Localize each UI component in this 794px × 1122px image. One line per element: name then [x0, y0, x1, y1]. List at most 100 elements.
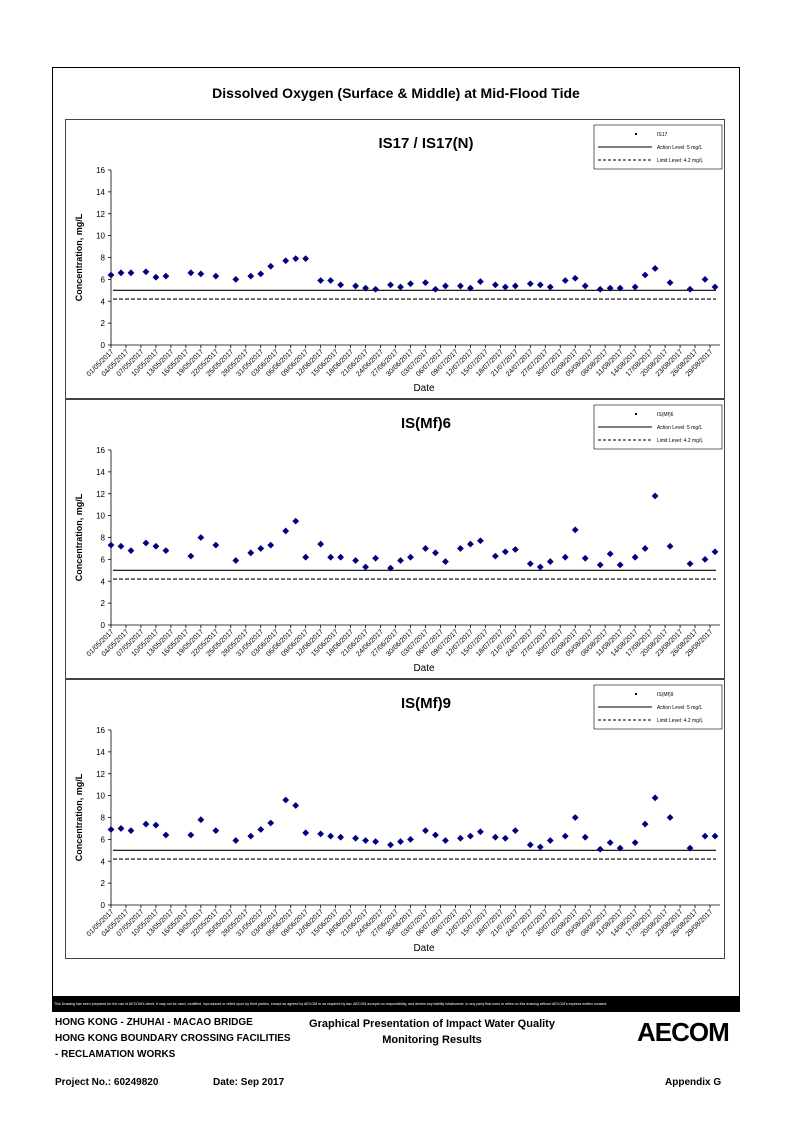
data-point	[467, 540, 474, 548]
data-point	[187, 552, 195, 560]
data-point	[561, 832, 569, 840]
legend-label: Action Level: 5 mg/L	[657, 705, 703, 711]
data-point	[596, 845, 604, 853]
footer-project-number: Project No.: 60249820	[55, 1077, 159, 1088]
data-point	[107, 826, 115, 833]
data-point	[257, 270, 265, 278]
data-point	[232, 837, 240, 844]
y-tick-label: 2	[101, 879, 106, 888]
data-point	[162, 272, 170, 280]
data-point	[596, 285, 604, 293]
data-point	[152, 273, 160, 281]
y-tick-label: 14	[96, 188, 105, 197]
legend-label: IS(Mf)9	[657, 692, 674, 698]
y-tick-label: 8	[101, 254, 106, 263]
data-point	[491, 281, 499, 289]
data-point	[317, 830, 325, 838]
legend-label: Action Level: 5 mg/L	[657, 145, 703, 151]
data-point	[546, 837, 554, 844]
data-point	[372, 838, 379, 845]
data-point	[292, 802, 300, 809]
data-point	[641, 545, 649, 552]
x-axis-title: Date	[413, 383, 435, 394]
data-point	[152, 542, 160, 550]
y-tick-label: 6	[101, 835, 106, 844]
y-tick-label: 14	[96, 748, 105, 757]
data-point	[127, 269, 135, 277]
y-tick-label: 0	[101, 621, 106, 630]
legend-label: Limit Level: 4.2 mg/L	[657, 438, 703, 444]
data-point	[247, 272, 255, 280]
footer-drawing-title-line2: Monitoring Results	[382, 1034, 482, 1046]
data-point	[212, 272, 220, 280]
page-title: Dissolved Oxygen (Surface & Middle) at M…	[212, 85, 580, 101]
data-point	[387, 564, 394, 572]
x-axis-title: Date	[413, 663, 435, 674]
data-point	[372, 285, 379, 293]
data-point	[162, 831, 170, 839]
data-point	[442, 837, 449, 844]
chart-title: IS(Mf)9	[401, 695, 451, 712]
data-point	[501, 548, 509, 556]
data-point	[526, 560, 534, 568]
data-point	[197, 816, 205, 824]
data-point	[511, 546, 519, 553]
data-point	[142, 820, 150, 828]
data-point	[631, 553, 639, 561]
data-point	[117, 542, 125, 550]
aecom-logo: AECOM	[637, 1017, 730, 1047]
footer-project-line3: - RECLAMATION WORKS	[55, 1049, 176, 1060]
data-point	[422, 545, 429, 552]
data-point	[302, 255, 310, 262]
data-point	[197, 270, 205, 278]
y-tick-label: 4	[101, 297, 106, 306]
y-tick-label: 16	[96, 446, 105, 455]
data-point	[352, 557, 359, 564]
data-point	[571, 814, 579, 821]
data-point	[362, 563, 369, 571]
data-point	[511, 282, 519, 290]
y-tick-label: 8	[101, 814, 106, 823]
legend-label: Limit Level: 4.2 mg/L	[657, 158, 703, 164]
data-point	[317, 277, 325, 284]
data-point	[152, 821, 160, 829]
legend-marker-symbol	[635, 133, 637, 135]
data-point	[282, 257, 290, 265]
data-point	[476, 828, 484, 836]
data-point	[337, 281, 345, 289]
legend-label: Limit Level: 4.2 mg/L	[657, 718, 703, 724]
data-point	[536, 281, 544, 289]
data-point	[606, 839, 614, 847]
data-point	[247, 832, 255, 840]
y-tick-label: 12	[96, 770, 105, 779]
data-point	[212, 827, 220, 835]
data-point	[686, 844, 694, 852]
data-point	[561, 277, 569, 284]
data-point	[407, 553, 414, 561]
data-point	[457, 545, 464, 552]
data-point	[337, 833, 345, 841]
y-tick-label: 6	[101, 555, 106, 564]
data-point	[666, 542, 674, 550]
data-point	[232, 557, 240, 564]
data-point	[267, 819, 275, 827]
chart-panel-is17: IS17 / IS17(N) 0 2 4 6 8 10 12 14 16 Concentration…	[65, 119, 725, 399]
data-point	[526, 841, 534, 849]
data-point	[327, 832, 335, 840]
data-point	[337, 553, 345, 561]
data-point	[362, 284, 369, 292]
footer-date: Date: Sep 2017	[213, 1077, 285, 1088]
y-tick-label: 2	[101, 319, 106, 328]
data-point	[457, 834, 464, 842]
data-point	[127, 827, 135, 835]
data-point	[197, 534, 205, 541]
y-tick-label: 2	[101, 599, 106, 608]
y-tick-label: 6	[101, 275, 106, 284]
data-point	[247, 549, 255, 557]
data-point	[327, 277, 335, 284]
data-point	[432, 285, 439, 293]
data-point	[267, 541, 275, 549]
data-point	[467, 832, 474, 840]
